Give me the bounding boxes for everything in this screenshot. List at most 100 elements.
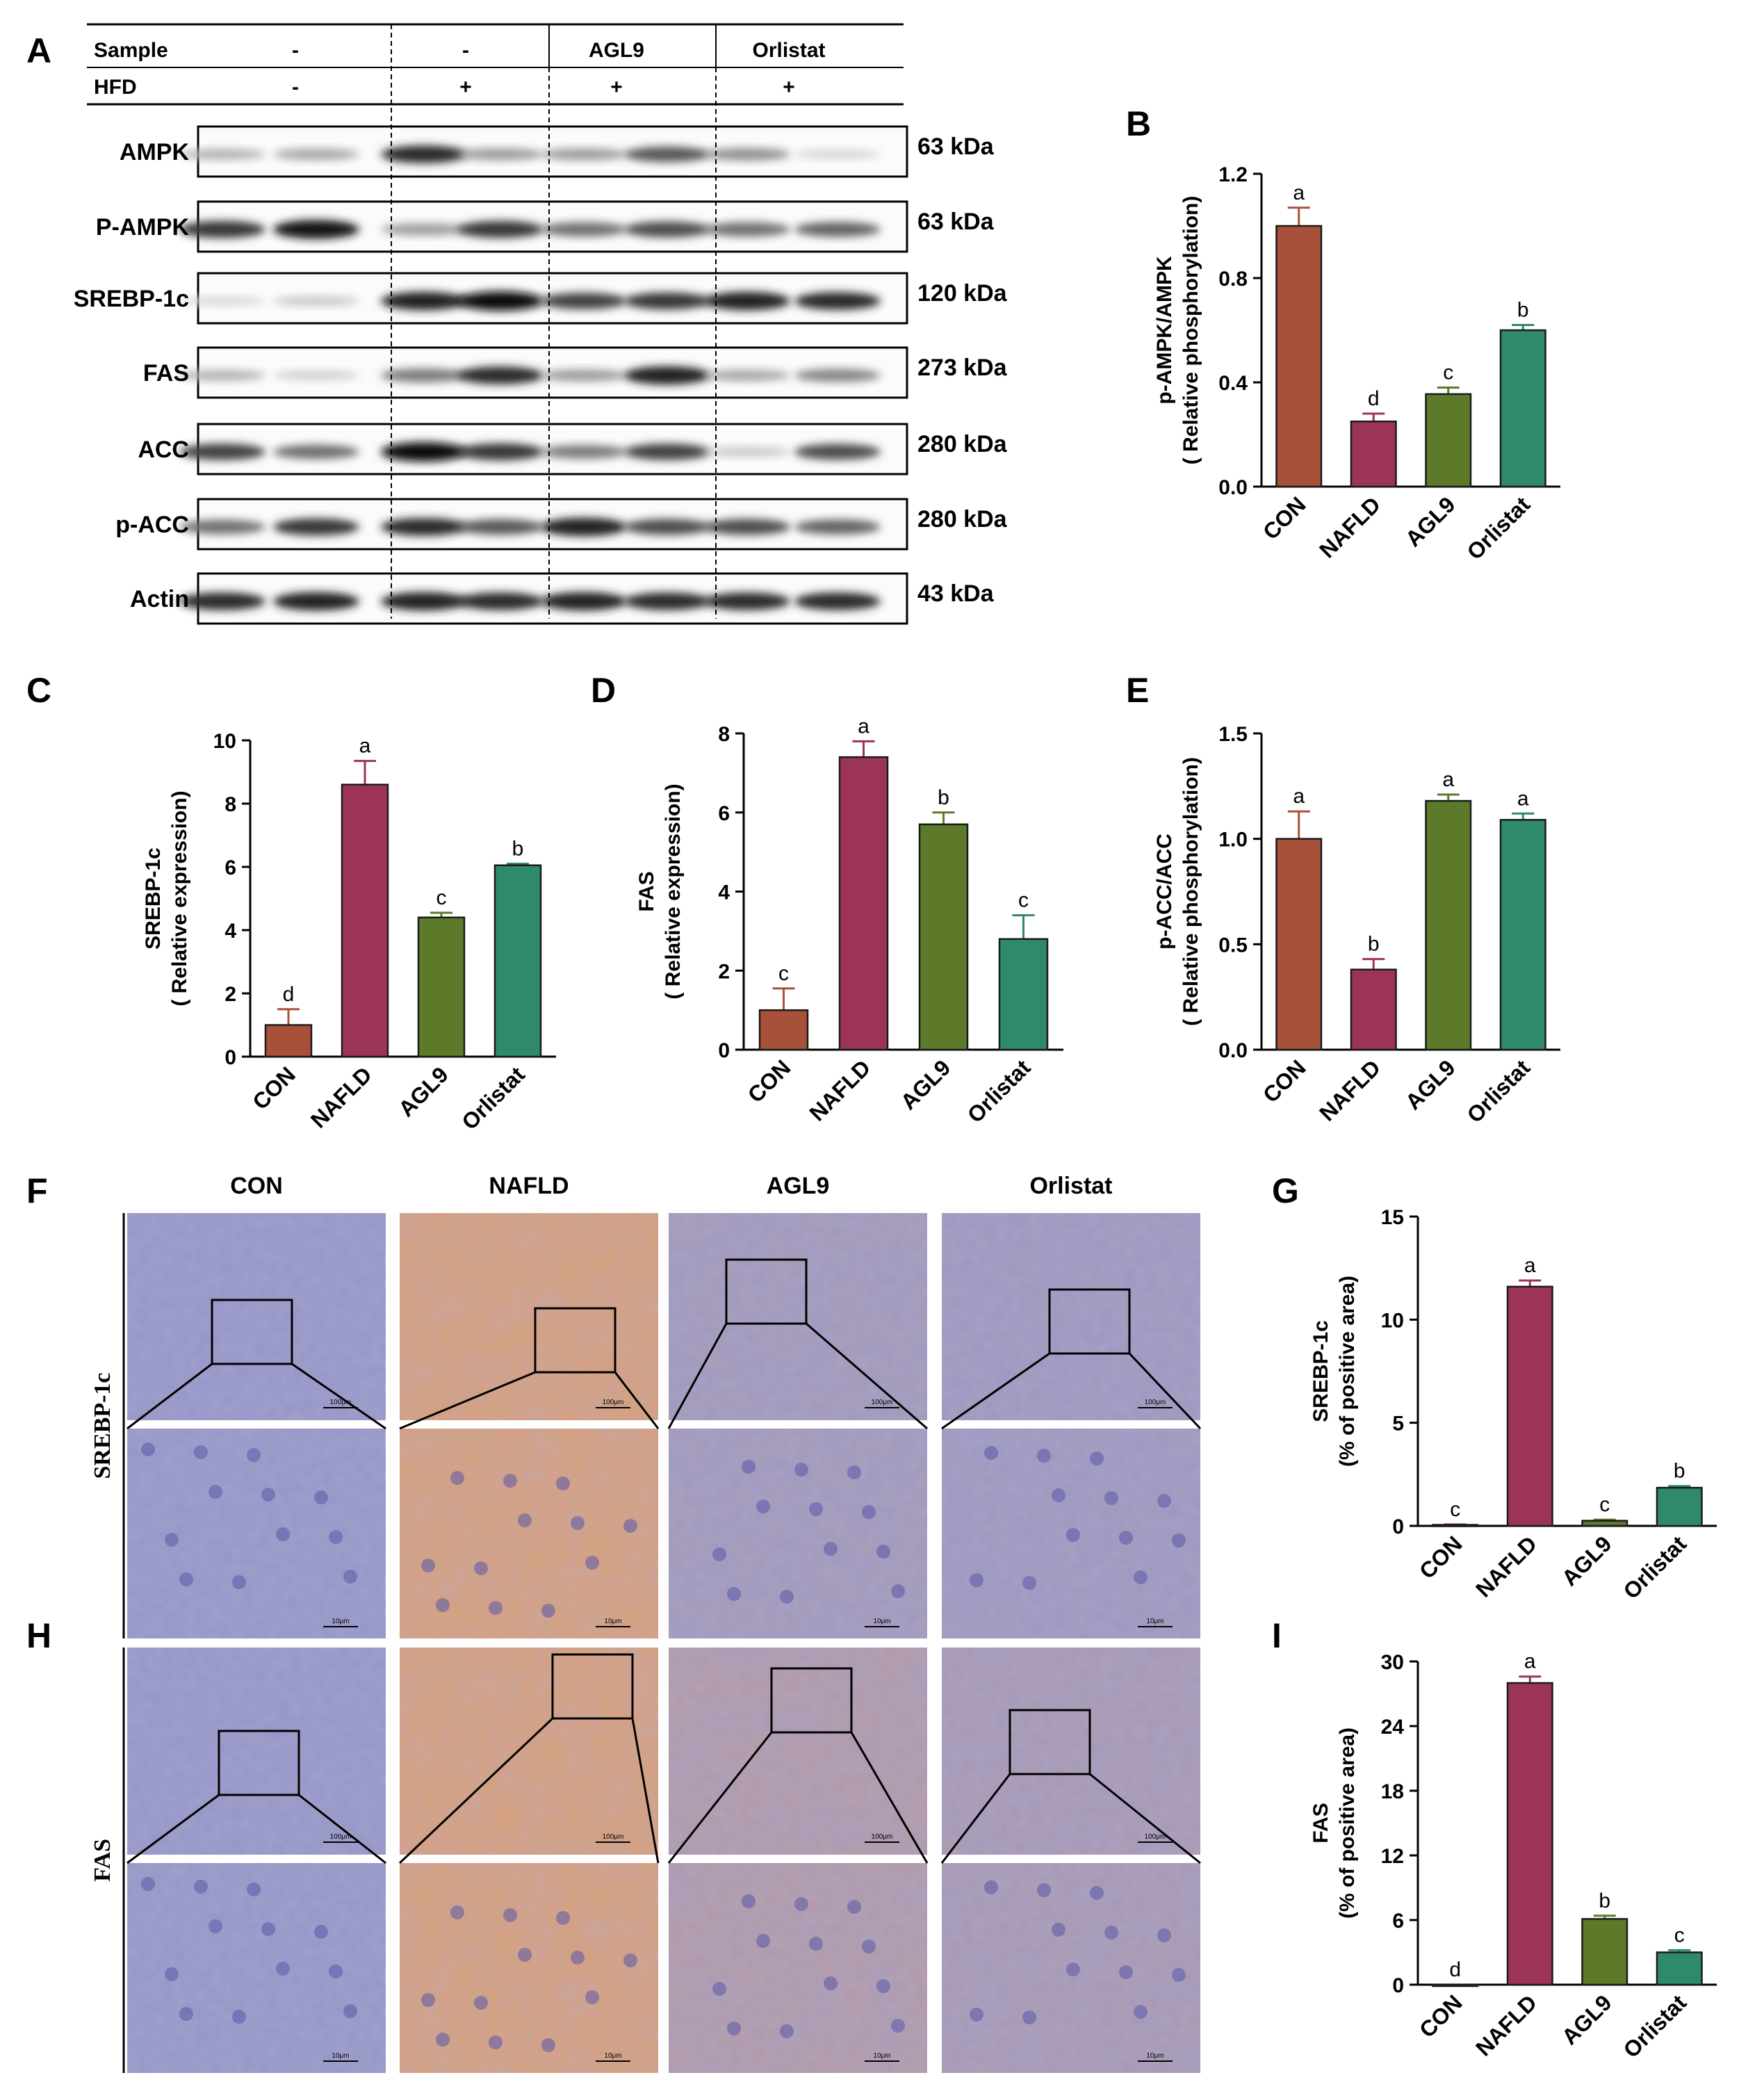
y-tick-label: 0.4 [1218, 372, 1248, 395]
nucleus [742, 1894, 756, 1908]
y-axis-label: SREBP-1c( Relative expression) [142, 790, 191, 1006]
ihc-stain [669, 1213, 927, 1420]
significance-letter: a [858, 715, 869, 738]
nucleus [623, 1519, 637, 1533]
x-tick-label: AGL9 [393, 1062, 453, 1121]
nucleus [261, 1922, 275, 1936]
zoom-box [534, 1307, 616, 1374]
nucleus [756, 1934, 770, 1948]
nucleus [623, 1953, 637, 1967]
bar-orlistat [493, 864, 542, 1058]
nucleus [421, 1993, 435, 2007]
blot-protein-label: P-AMPK [96, 214, 190, 241]
nucleus [556, 1477, 570, 1490]
ihc-column-header: AGL9 [767, 1173, 830, 1199]
blot-band [704, 291, 790, 311]
y-tick-label: 0.8 [1218, 268, 1248, 291]
y-tick-label: 0.5 [1218, 934, 1248, 957]
panel-letter-e: E [1126, 671, 1149, 710]
chart-e: 0.0 0.5 1.0 1.5 p-ACC/ACC( Relative phosphor… [1153, 723, 1560, 1128]
significance-letter: b [1599, 1889, 1610, 1912]
y-tick-label: 8 [718, 723, 730, 746]
scale-bar-label: 10μm [604, 1618, 621, 1625]
nucleus [1052, 1923, 1065, 1937]
panel-letter-h: H [26, 1616, 51, 1655]
nucleus [847, 1465, 861, 1479]
y-axis-label-line: p-AMPK/AMPK [1153, 256, 1176, 405]
blot-band [381, 291, 467, 311]
blot-band [794, 444, 881, 460]
nucleus [984, 1446, 998, 1460]
nucleus [1037, 1449, 1051, 1463]
zoom-box [218, 1730, 300, 1796]
nucleus [314, 1925, 328, 1939]
significance-letter: b [938, 786, 949, 809]
zoom-line [398, 1717, 554, 1864]
zoom-line [126, 1363, 213, 1430]
blot-band [273, 148, 359, 161]
blot-row-ampk: AMPK 63 kDa [120, 125, 995, 178]
blot-band [273, 444, 359, 460]
blot-band [794, 368, 881, 382]
y-tick-label: 2 [224, 983, 236, 1006]
blot-protein-label: SREBP-1c [74, 286, 189, 312]
x-tick-label: Orlistat [1462, 491, 1535, 564]
significance-letter: d [1449, 1958, 1461, 1981]
significance-letter: d [1368, 387, 1380, 410]
y-tick-label: 1.5 [1218, 723, 1248, 746]
nucleus [824, 1976, 838, 1990]
nucleus [1119, 1531, 1133, 1545]
nucleus [141, 1877, 155, 1891]
blot-band [179, 220, 266, 238]
blot-protein-label: ACC [138, 437, 189, 463]
zoom-line [667, 1732, 773, 1864]
nucleus [727, 1587, 741, 1601]
nucleus [809, 1937, 823, 1951]
nucleus [571, 1951, 585, 1965]
nucleus [541, 2038, 555, 2052]
sample-value-3: AGL9 [589, 39, 644, 62]
bar-con [1275, 838, 1323, 1051]
bar-nafld [1506, 1682, 1553, 1986]
nucleus [436, 1598, 450, 1612]
significance-letter: b [1674, 1460, 1685, 1483]
blot-band [457, 443, 544, 461]
blot-band [794, 149, 881, 159]
y-axis-label: FAS (% of positive area) [1309, 1727, 1359, 1919]
x-tick-label: CON [1258, 1055, 1311, 1107]
significance-letter: c [1450, 1498, 1460, 1521]
blot-band [704, 519, 790, 535]
ihc-column-header: Orlistat [1029, 1173, 1112, 1199]
blot-band [704, 369, 790, 382]
blot-band [541, 445, 627, 459]
blot-band [624, 592, 710, 610]
x-tick-label: Orlistat [1619, 1531, 1692, 1604]
nucleus [862, 1940, 876, 1953]
blot-band [381, 518, 467, 536]
y-axis-label-line: SREBP-1c [142, 847, 165, 950]
nucleus [742, 1460, 756, 1474]
nucleus [209, 1919, 222, 1933]
nucleus [847, 1900, 861, 1914]
nucleus [1119, 1965, 1133, 1979]
blot-band [457, 366, 544, 384]
x-tick-label: CON [1414, 1990, 1467, 2042]
blot-protein-label: FAS [143, 360, 189, 387]
y-axis-label-line: FAS [1309, 1803, 1332, 1843]
nucleus [1022, 2010, 1036, 2024]
zoom-box [725, 1258, 808, 1325]
x-tick-label: NAFLD [1471, 1990, 1542, 2060]
x-tick-label: AGL9 [1557, 1531, 1617, 1591]
y-tick-label: 8 [224, 793, 236, 816]
bar-nafld [838, 756, 889, 1051]
y-tick-label: 0 [1392, 1974, 1404, 1997]
nucleus [343, 1570, 357, 1584]
nucleus [489, 2035, 503, 2049]
zoom-line [631, 1718, 660, 1864]
scale-bar-label: 10μm [332, 2052, 349, 2060]
zoom-line [1089, 1773, 1201, 1864]
ihc-row-label: SREBP-1c [90, 1373, 115, 1479]
chart-b: 0.0 0.4 0.8 1.2 p-AMPK/AMPK( Relative phosph… [1153, 163, 1560, 564]
blot-band [179, 519, 266, 535]
blot-row-fas: FAS 273 kDa [143, 346, 1008, 399]
